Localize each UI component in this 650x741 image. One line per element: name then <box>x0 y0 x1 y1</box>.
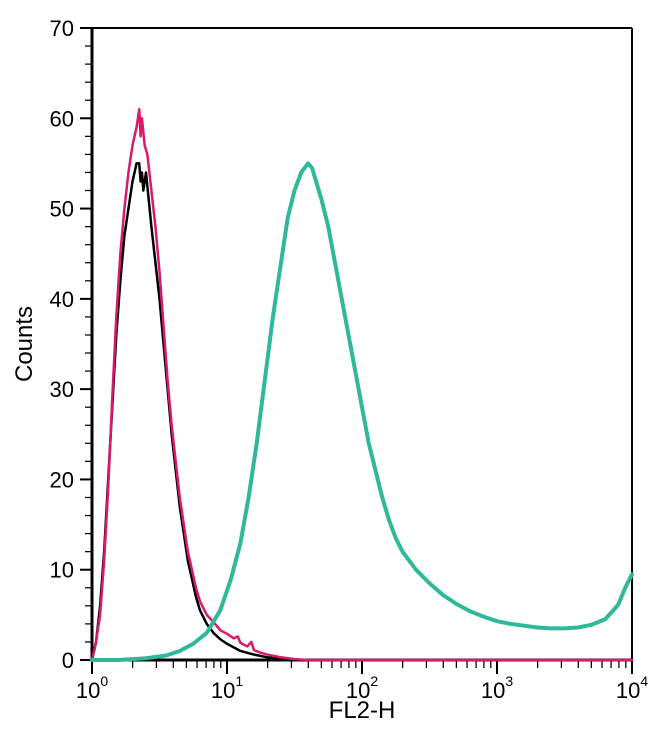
svg-text:30: 30 <box>50 377 74 402</box>
svg-text:Counts: Counts <box>11 306 38 382</box>
svg-text:101: 101 <box>211 673 243 703</box>
svg-text:0: 0 <box>62 648 74 673</box>
svg-text:104: 104 <box>616 673 648 703</box>
svg-text:40: 40 <box>50 287 74 312</box>
series-teal <box>92 163 632 660</box>
series-pink <box>92 109 632 660</box>
svg-text:103: 103 <box>481 673 513 703</box>
svg-text:60: 60 <box>50 106 74 131</box>
chart-svg: 010203040506070100101102103104FL2-HCount… <box>0 0 650 741</box>
svg-text:20: 20 <box>50 467 74 492</box>
svg-text:100: 100 <box>76 673 108 703</box>
svg-text:50: 50 <box>50 197 74 222</box>
svg-text:FL2-H: FL2-H <box>329 697 396 724</box>
svg-text:10: 10 <box>50 558 74 583</box>
svg-text:70: 70 <box>50 16 74 41</box>
flow-cytometry-histogram: 010203040506070100101102103104FL2-HCount… <box>0 0 650 741</box>
